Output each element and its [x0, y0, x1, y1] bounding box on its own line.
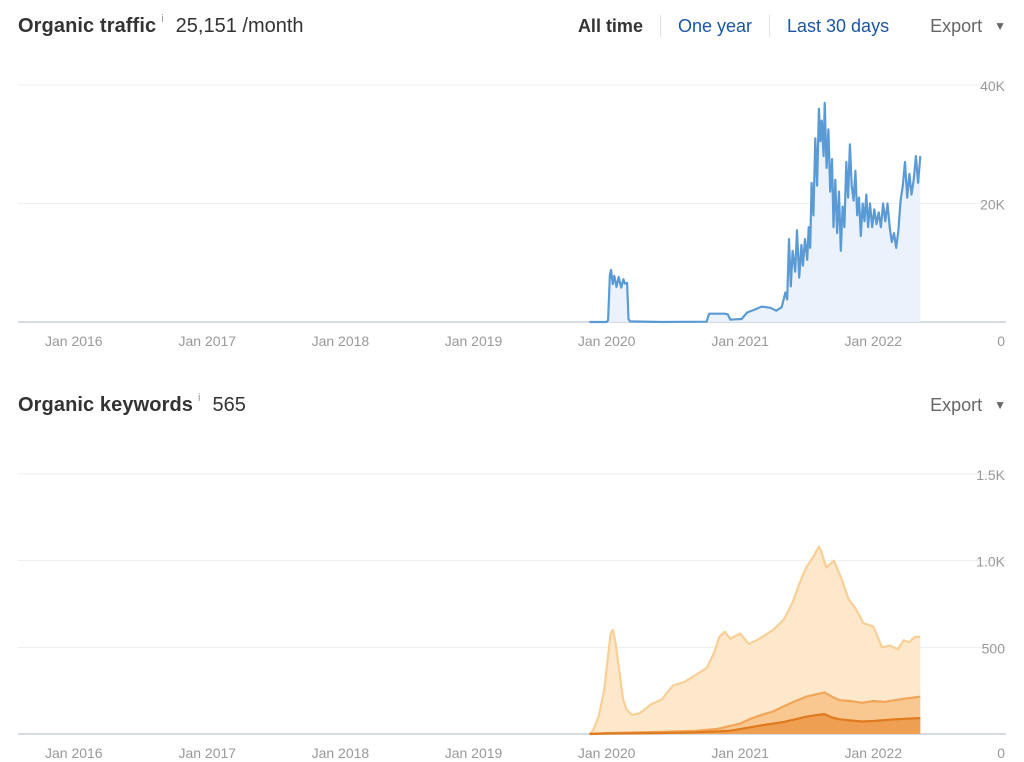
range-last-30-days-button[interactable]: Last 30 days	[787, 16, 890, 36]
series-line	[588, 545, 921, 735]
x-tick-label: Jan 2019	[445, 333, 503, 348]
y-tick-label: 500	[982, 640, 1006, 656]
x-tick-label: Jan 2020	[578, 333, 636, 348]
x-tick-label: Jan 2021	[711, 745, 769, 761]
x-tick-label: Jan 2017	[178, 745, 236, 761]
keywords-chart: 0 500 1.0K 1.5K Jan 2016 Jan 2017 Jan 2018 Jan …	[18, 467, 1006, 761]
range-all-time-button[interactable]: All time	[561, 15, 661, 37]
x-tick-label: Jan 2017	[178, 333, 236, 348]
x-tick-label: Jan 2018	[312, 333, 370, 348]
y-tick-label: 0	[997, 333, 1005, 348]
y-tick-label: 40K	[980, 78, 1006, 94]
traffic-title: Organic traffic	[18, 14, 157, 37]
keywords-export-button[interactable]: Export ▼	[930, 395, 1006, 416]
x-tick-label: Jan 2020	[578, 745, 636, 761]
y-tick-label: 1.5K	[976, 467, 1005, 483]
x-tick-label: Jan 2022	[844, 745, 902, 761]
x-tick-label: Jan 2021	[711, 333, 769, 348]
chevron-down-icon: ▼	[994, 398, 1006, 412]
series-line	[589, 691, 921, 736]
y-tick-label: 1.0K	[976, 554, 1005, 570]
series-line	[589, 101, 922, 324]
keywords-title: Organic keywords	[18, 393, 193, 416]
traffic-value: 25,151 /month	[175, 14, 304, 37]
x-tick-label: Jan 2019	[445, 745, 503, 761]
x-tick-label: Jan 2018	[312, 745, 370, 761]
info-icon[interactable]: i	[198, 392, 201, 404]
info-icon[interactable]: i	[161, 13, 164, 25]
series-line	[589, 713, 921, 736]
series-area	[589, 102, 921, 322]
range-one-year-button[interactable]: One year	[661, 15, 770, 37]
traffic-export-button[interactable]: Export ▼	[930, 16, 1006, 37]
traffic-header: Organic traffic i 25,151 /month All time…	[18, 9, 1006, 43]
x-tick-label: Jan 2016	[45, 745, 103, 761]
keywords-value: 565	[212, 393, 246, 416]
y-tick-label: 0	[997, 745, 1005, 761]
x-tick-label: Jan 2022	[844, 333, 902, 348]
x-tick-label: Jan 2016	[45, 333, 103, 348]
traffic-chart: 0 20K 40K Jan 2016 Jan 2017 Jan 2018 Jan 2019 J…	[18, 78, 1006, 348]
export-label: Export	[930, 394, 983, 415]
keywords-header: Organic keywords i 565 Export ▼	[18, 388, 1006, 422]
export-label: Export	[930, 15, 983, 36]
chevron-down-icon: ▼	[994, 19, 1006, 33]
y-tick-label: 20K	[980, 197, 1006, 213]
